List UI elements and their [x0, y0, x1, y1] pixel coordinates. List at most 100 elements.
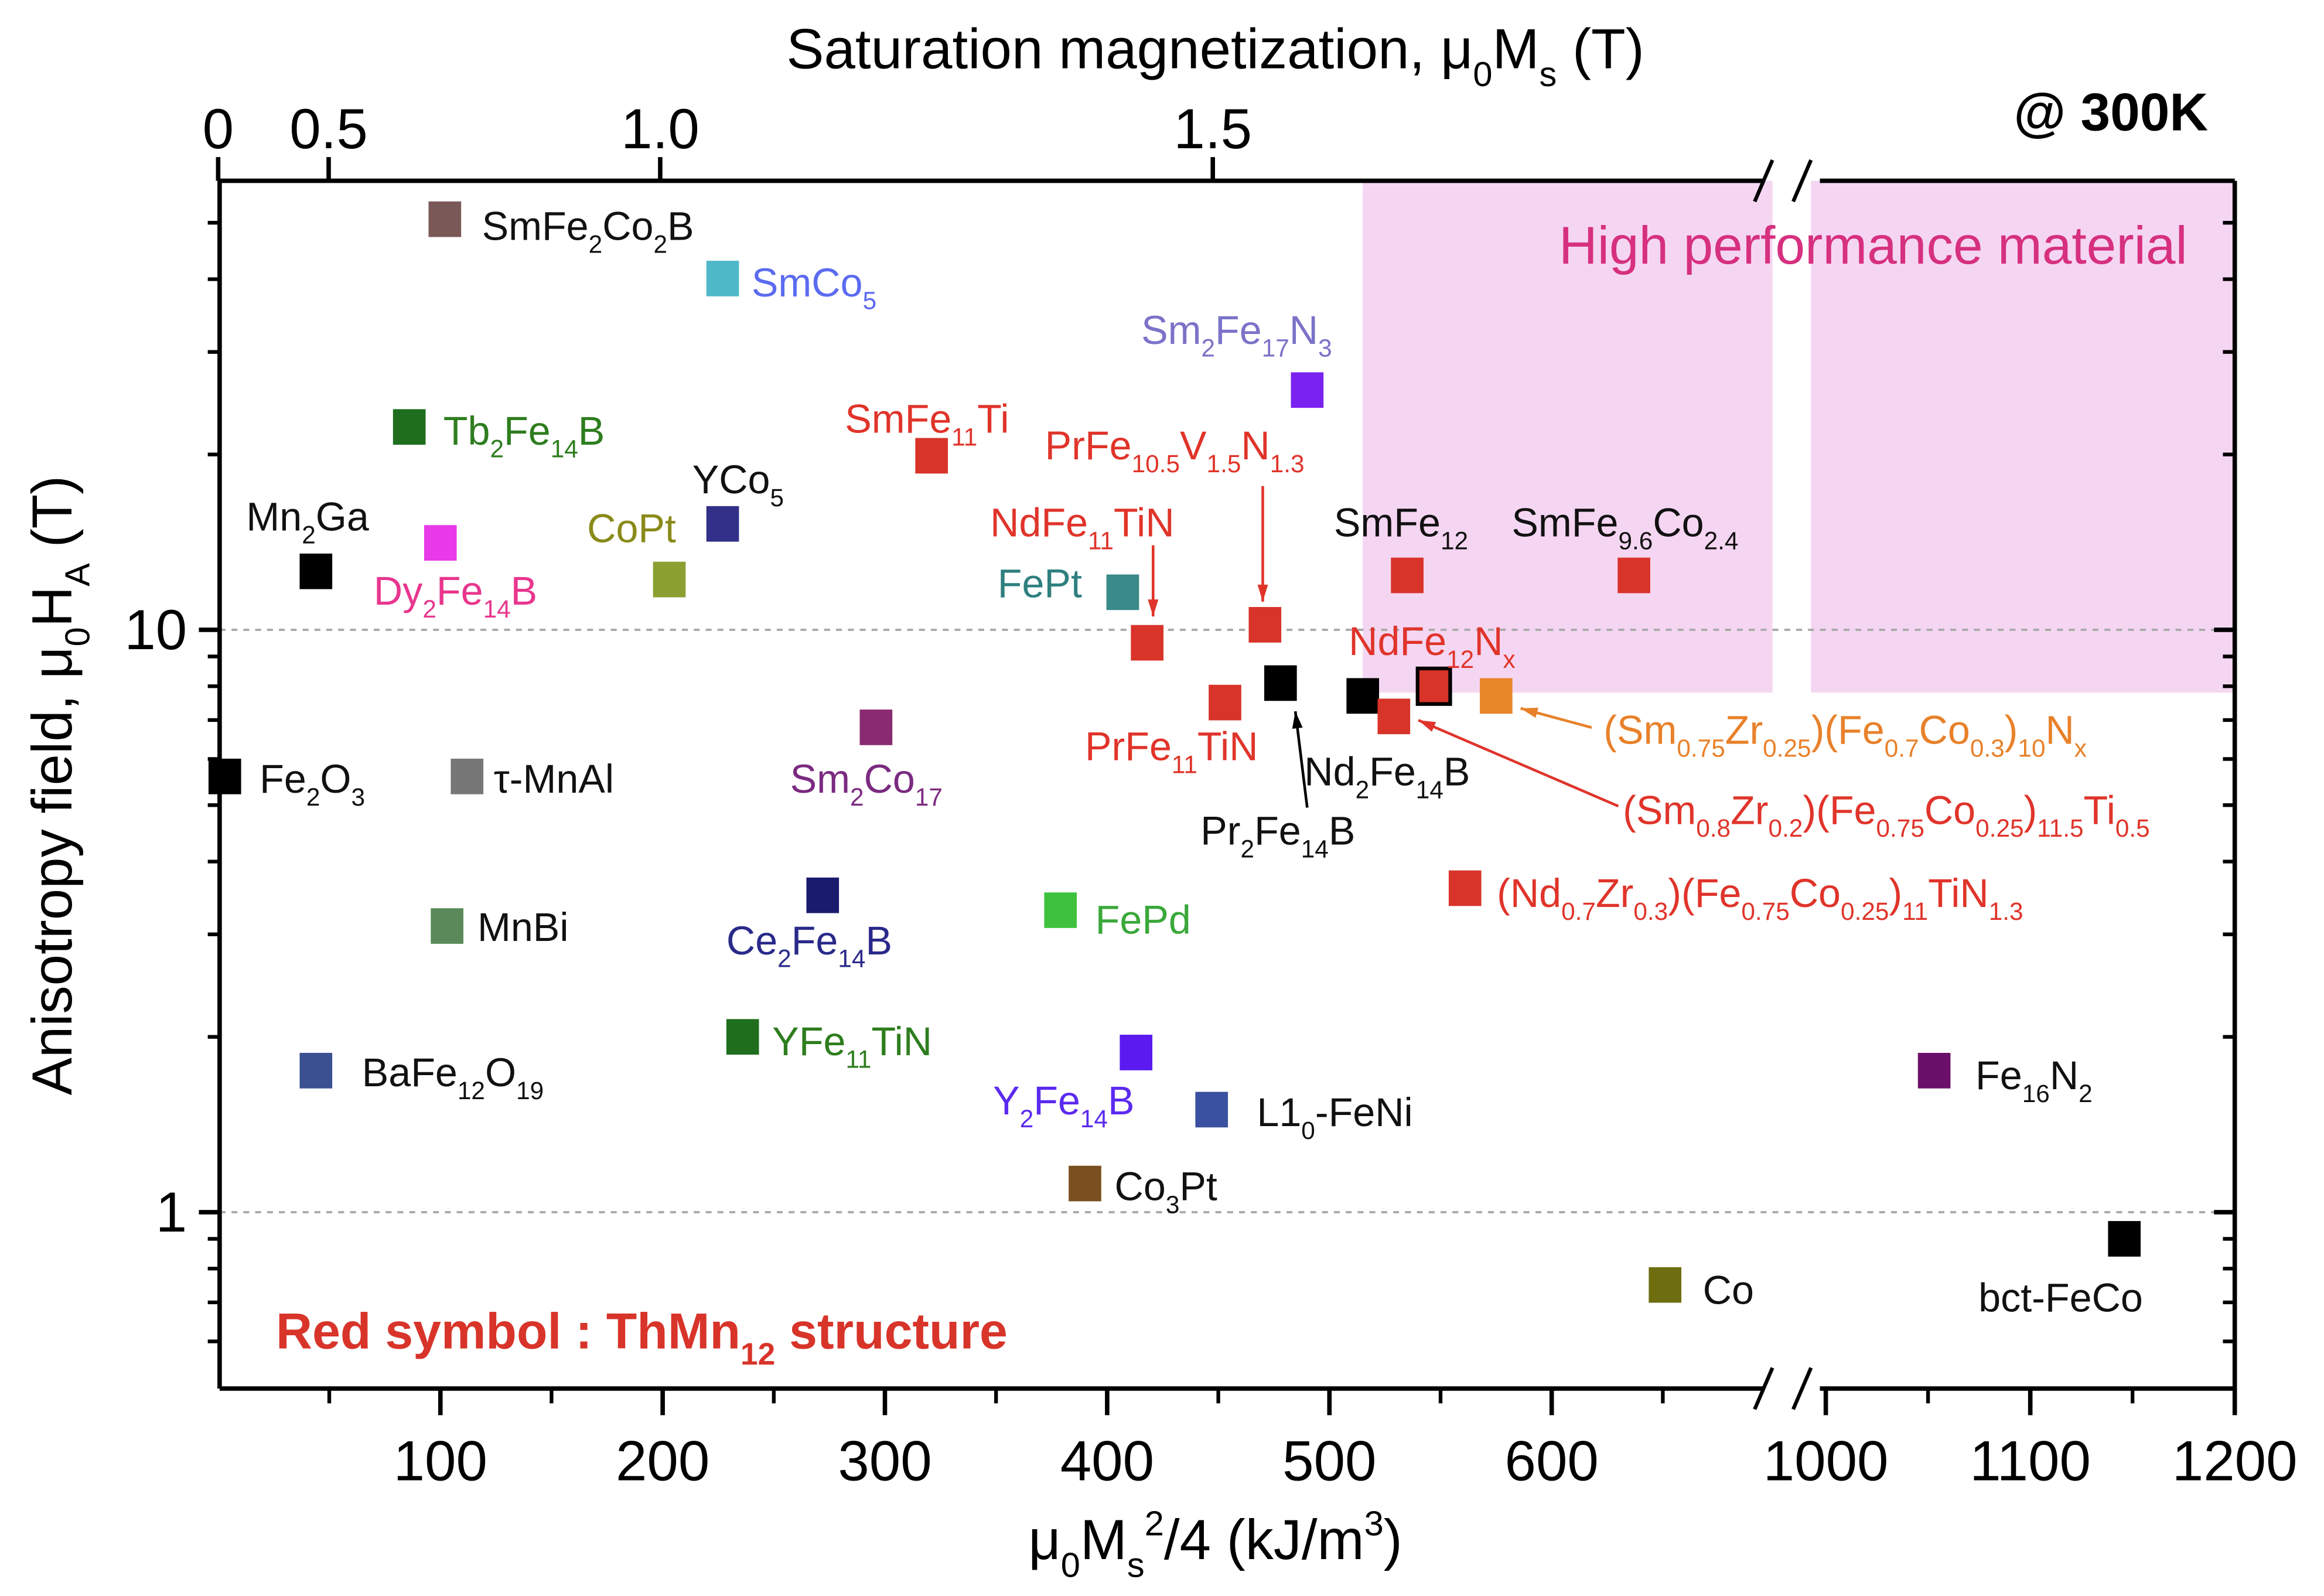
text-run: O [485, 1051, 516, 1095]
data-point-marker [428, 201, 462, 237]
data-point-marker [1649, 1267, 1682, 1303]
text-run: 19 [516, 1077, 544, 1104]
data-point-marker [806, 877, 839, 913]
text-run: ) [1384, 1509, 1402, 1571]
data-point-marker [1448, 870, 1482, 906]
data-point-marker [1917, 1052, 1951, 1089]
text-run: (T) [1557, 18, 1644, 80]
data-point-label: PrFe10.5V1.5N1.3 [1045, 424, 1305, 478]
text-run: Fe [1033, 1079, 1080, 1123]
text-run: Co [1115, 1165, 1166, 1209]
x-tick-label: 500 [1282, 1430, 1376, 1493]
data-point-label: SmFe12 [1334, 501, 1468, 555]
data-point-marker [915, 438, 948, 474]
text-run: Co [1924, 788, 1975, 833]
text-run: 14 [838, 945, 865, 973]
text-run: 0.75 [1741, 898, 1789, 925]
x-tick-label: 100 [394, 1430, 487, 1493]
text-run: YCo [692, 458, 770, 502]
data-point-label: Fe16N2 [1975, 1053, 2093, 1107]
data-point-label: NdFe12Nx [1349, 619, 1516, 673]
data-point-marker [431, 908, 463, 944]
data-point-label: SmFe11Ti [845, 397, 1009, 451]
text-run: 1000 [1763, 1430, 1889, 1493]
text-run: BaFe [362, 1051, 458, 1095]
y-tick-label: 1 [156, 1181, 187, 1244]
text-run: 0 [203, 98, 234, 161]
text-run: 2 [1241, 835, 1255, 863]
data-point-marker [208, 758, 241, 794]
text-run: 14 [1080, 1105, 1108, 1133]
annotation-arrowhead [1292, 711, 1303, 729]
text-run: (Nd [1497, 871, 1561, 916]
data-point-label: SmFe9.6Co2.4 [1511, 501, 1738, 555]
text-run: High performance material [1559, 216, 2188, 275]
text-run: TiN [1928, 871, 1989, 916]
data-point-label: (Nd0.7Zr0.3)(Fe0.75Co0.25)11TiN1.3 [1497, 871, 2023, 925]
text-run: μ [1028, 1509, 1060, 1571]
annotation-arrowhead [1148, 599, 1159, 617]
text-run: 200 [616, 1430, 709, 1493]
text-run: 10 [124, 599, 187, 661]
text-run: 5 [863, 287, 877, 315]
text-run: 12 [1441, 527, 1468, 554]
text-run: 2 [653, 231, 667, 258]
text-run: SmCo [752, 261, 863, 305]
text-run: 2 [1020, 1105, 1034, 1133]
data-point-marker [1377, 698, 1411, 735]
text-run: )(Fe [1668, 871, 1741, 916]
text-run: 600 [1505, 1430, 1599, 1493]
text-run: 0.5 [289, 98, 368, 161]
x-tick-label: 1100 [1970, 1430, 2091, 1493]
data-point-marker [1291, 372, 1324, 408]
data-point-marker [859, 710, 893, 745]
text-run: Fe [1975, 1053, 2022, 1098]
text-run: Pt [1179, 1165, 1217, 1209]
text-run: 2 [422, 595, 436, 623]
text-run: 1100 [1970, 1430, 2091, 1493]
text-run: 12 [1446, 646, 1474, 673]
data-point-label: (Sm0.8Zr0.2)(Fe0.75Co0.25)11.5Ti0.5 [1623, 788, 2150, 842]
data-point-label: Y2Fe14B [993, 1079, 1134, 1133]
text-run: CoPt [587, 507, 676, 551]
text-run: Saturation magnetization, μ [786, 18, 1473, 80]
text-run: Fe [1254, 809, 1301, 854]
text-run: Fe [791, 919, 838, 963]
axis-break-mark [1753, 1367, 1774, 1410]
text-run: ) [1889, 871, 1902, 916]
text-run: )(Fe [1811, 708, 1885, 753]
text-run: L1 [1257, 1090, 1301, 1135]
annotation-arrowhead [1418, 720, 1436, 732]
text-run: MnBi [477, 905, 569, 950]
x-tick-label: 200 [616, 1430, 709, 1493]
text-run: Dy [374, 569, 422, 613]
text-run: N [2050, 1053, 2079, 1098]
data-point-label: Tb2Fe14B [443, 409, 605, 463]
data-point-marker [299, 1052, 333, 1089]
text-run: 0.3 [1633, 898, 1668, 925]
high-performance-region [1363, 180, 2235, 693]
data-point-label: PrFe11TiN [1085, 725, 1258, 779]
data-point-label: Sm2Co17 [790, 757, 943, 811]
y-axis-title: Anisotropy field, μ0HA (T) [21, 476, 97, 1096]
text-run: Anisotropy field, μ [21, 646, 84, 1095]
text-run: 1.3 [1989, 898, 2023, 925]
text-run: 0.7 [1561, 898, 1596, 925]
text-run: 12 [458, 1077, 485, 1104]
text-run: 11 [1088, 527, 1114, 554]
text-run: Y [993, 1079, 1020, 1123]
text-run: 2 [1356, 776, 1370, 803]
data-point-marker [1120, 1035, 1153, 1070]
text-run: Mn [246, 495, 302, 539]
text-run: s [1127, 1546, 1145, 1585]
text-run: 300 [838, 1430, 931, 1493]
text-run: 0.75 [1677, 735, 1725, 762]
text-run: Zr [1731, 788, 1768, 833]
high-performance-region-right [1811, 180, 2235, 693]
text-run: 3 [1318, 335, 1332, 362]
annotation-arrowhead [1257, 584, 1268, 602]
text-run: 17 [1262, 335, 1289, 362]
text-run: τ-MnAl [494, 757, 614, 802]
